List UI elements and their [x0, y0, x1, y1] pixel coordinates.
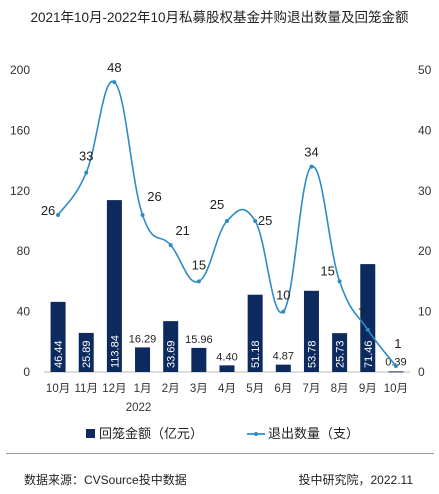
line-data-label: 26 — [147, 189, 161, 204]
y-right-tick-labels: 0 10 20 30 40 50 — [418, 63, 432, 379]
line-data-labels: 26 33 48 26 21 15 25 25 10 34 15 7 1 — [41, 60, 402, 351]
y-left-tick-labels: 0 40 80 120 160 200 — [10, 63, 30, 379]
line-points — [56, 80, 398, 368]
x-tick: 6月 — [274, 383, 292, 395]
publisher-note: 投中研究院，2022.11 — [298, 473, 414, 487]
footer-divider — [6, 453, 434, 454]
bar — [247, 294, 263, 372]
bar-data-label: 33.69 — [166, 340, 178, 368]
line-data-label: 26 — [41, 203, 55, 218]
bar — [388, 371, 404, 373]
bar-data-labels: 46.44 25.89 113.84 16.29 33.69 15.964.40 51.18… — [53, 333, 407, 368]
line-point — [393, 363, 398, 368]
y-right-tick: 40 — [418, 123, 432, 137]
x-tick: 5月 — [246, 383, 264, 395]
bar-data-label: 16.29 — [129, 333, 157, 345]
x-tick: 10月 — [46, 383, 70, 395]
line-data-label: 10 — [276, 288, 290, 303]
legend-bar-swatch — [86, 429, 95, 438]
bar-data-label: 46.44 — [53, 340, 65, 368]
line-data-label: 15 — [320, 263, 334, 278]
bar — [275, 364, 291, 372]
line-point — [84, 170, 89, 175]
y-left-tick: 160 — [10, 123, 30, 137]
line-point — [112, 80, 117, 85]
legend-line-marker — [254, 432, 258, 436]
line-point — [140, 212, 145, 217]
bar — [303, 290, 319, 372]
line-point — [281, 309, 286, 314]
x-year-label: 2022 — [126, 402, 152, 414]
x-tick: 3月 — [190, 383, 208, 395]
bar-data-label: 4.40 — [216, 351, 237, 363]
bar — [163, 321, 179, 372]
line-data-label: 1 — [394, 336, 401, 351]
bar — [360, 264, 376, 372]
bar — [135, 347, 151, 372]
y-left-tick: 40 — [17, 305, 31, 319]
bar-data-label: 25.73 — [335, 340, 347, 368]
bar-data-label: 51.18 — [250, 340, 262, 368]
y-right-tick: 0 — [418, 365, 425, 379]
line-data-label: 7 — [358, 306, 365, 321]
line-data-label: 25 — [210, 197, 224, 212]
bar — [50, 301, 66, 372]
line-data-label: 34 — [304, 145, 318, 160]
line-data-label: 25 — [258, 213, 272, 228]
bar-data-label: 71.46 — [363, 340, 375, 368]
y-right-tick: 20 — [418, 244, 432, 258]
bar-data-label: 25.89 — [81, 340, 93, 368]
line-data-label: 15 — [192, 257, 206, 272]
bar — [191, 347, 207, 372]
x-tick: 12月 — [102, 383, 126, 395]
y-right-tick: 50 — [418, 63, 432, 77]
line-point — [337, 279, 342, 284]
x-tick: 1月 — [134, 383, 152, 395]
line-data-label: 48 — [107, 60, 121, 75]
bar — [332, 333, 348, 372]
bar — [78, 332, 94, 372]
x-tick: 9月 — [359, 383, 377, 395]
data-source-note: 数据来源：CVSource投中数据 — [24, 473, 187, 487]
bar-data-label: 15.96 — [185, 334, 213, 346]
x-tick: 11月 — [75, 383, 98, 395]
line-point — [225, 219, 229, 223]
x-tick: 10月 — [384, 383, 408, 395]
line-point — [365, 327, 370, 332]
line-data-label: 33 — [79, 149, 93, 164]
y-left-tick: 120 — [10, 184, 30, 198]
y-left-tick: 200 — [10, 63, 30, 77]
x-tick: 2月 — [162, 383, 180, 395]
x-tick: 7月 — [303, 383, 321, 395]
line-point — [253, 219, 258, 223]
legend: 回笼金额（亿元） 退出数量（支） — [86, 426, 359, 441]
chart-title: 2021年10月-2022年10月私募股权基金并购退出数量及回笼金额 — [30, 10, 409, 25]
x-tick: 4月 — [218, 383, 236, 395]
y-right-tick: 10 — [418, 305, 432, 319]
y-right-tick: 30 — [418, 184, 432, 198]
y-left-tick: 80 — [17, 244, 31, 258]
line-data-label: 21 — [175, 223, 189, 238]
legend-bar-label: 回笼金额（亿元） — [99, 426, 203, 441]
x-tick: 8月 — [331, 383, 349, 395]
legend-line-label: 退出数量（支） — [268, 426, 359, 441]
bar-data-label: 113.84 — [109, 335, 121, 368]
x-tick-labels: 10月 11月 12月 1月 2月 3月 4月 5月 6月 7月 8月 9月 10月 — [46, 383, 408, 395]
line-point — [56, 212, 61, 217]
bar-data-label: 53.78 — [306, 340, 318, 368]
line-point — [309, 164, 314, 169]
y-left-tick: 0 — [23, 365, 30, 379]
bar — [219, 365, 235, 372]
bar — [106, 200, 122, 372]
bar-data-label: 4.87 — [273, 351, 294, 363]
line-point — [196, 279, 201, 284]
line-point — [168, 243, 173, 248]
bar-series — [50, 200, 404, 373]
